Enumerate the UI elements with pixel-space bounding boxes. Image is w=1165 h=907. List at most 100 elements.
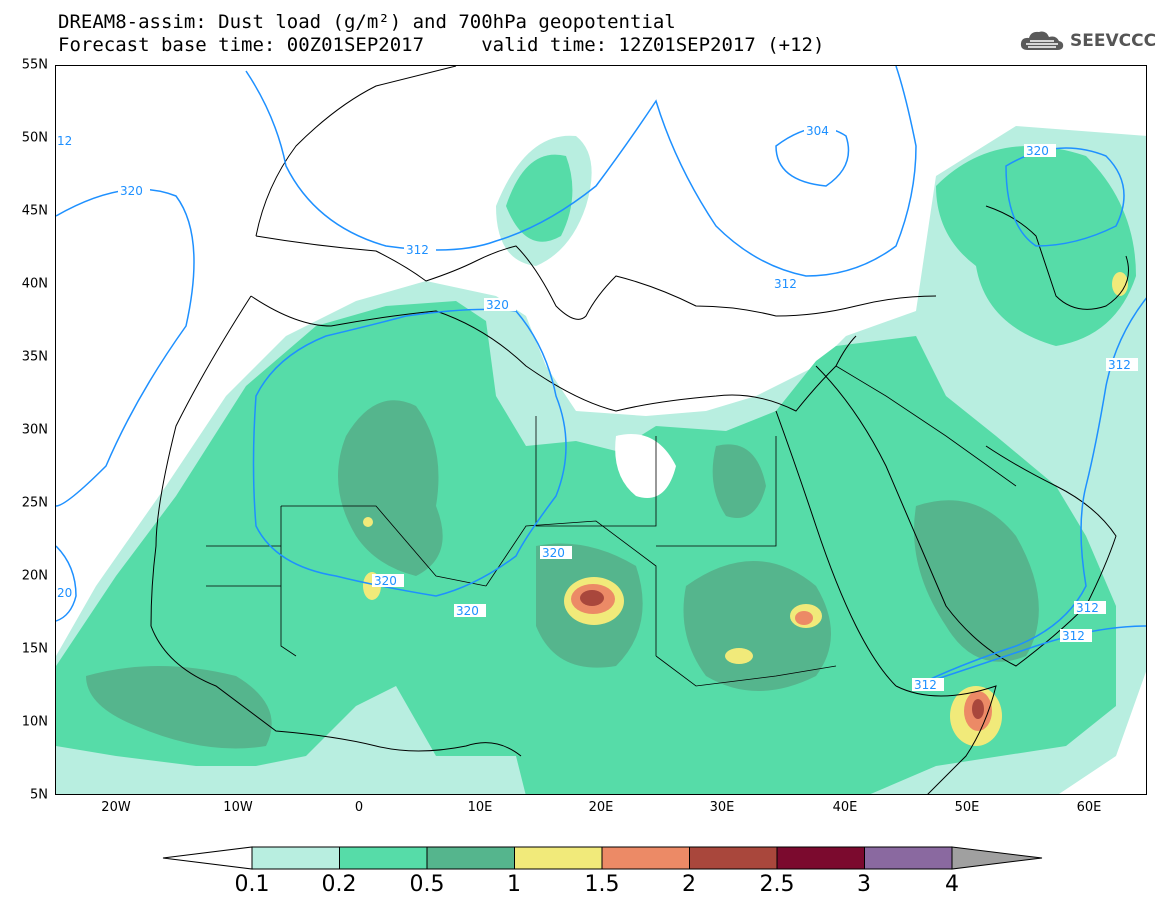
colorbar-tick-0.5: 0.5 [409, 872, 445, 897]
contour-label-312-f: 312 [914, 678, 937, 692]
contour-label-320-f: 320 [456, 604, 479, 618]
dust-area-dark-west [86, 666, 272, 749]
colorbar-over-arrow [951, 846, 1043, 870]
map-title: DREAM8-assim: Dust load (g/m²) and 700hP… [58, 11, 676, 33]
lon-label-20e: 20E [588, 800, 614, 815]
dust-hotspot-orange-2 [795, 611, 813, 625]
contour-312-north [245, 66, 917, 277]
contour-label-312-b: 312 [774, 277, 797, 291]
dust-hotspot-yellow-6 [1112, 272, 1128, 296]
border-mali [206, 545, 281, 587]
map-panel: 312 304 312 320 320 320 320 320 320 312 … [55, 65, 1147, 795]
contour-320-sahara [252, 308, 567, 597]
lat-label-5n: 5N [30, 787, 48, 803]
lon-label-50e: 50E [954, 800, 980, 815]
coastlines [150, 66, 1129, 794]
coast-red-sea [775, 410, 897, 687]
dust-area-dark-libya [712, 444, 766, 518]
lat-label-20n: 20N [21, 568, 48, 584]
colorbar-boxes [251, 846, 953, 870]
logo-text: SEEVCCC [1070, 31, 1157, 51]
colorbar-tick-3: 3 [857, 872, 871, 897]
lat-label-50n: 50N [21, 130, 48, 146]
contour-label-312-d: 312 [1076, 601, 1099, 615]
border-sahara-1 [280, 506, 297, 657]
dust-area-dark-sahara [338, 400, 443, 576]
contour-312-arabian-sea [915, 625, 1146, 687]
lat-label-45n: 45N [21, 203, 48, 219]
lon-label-60e: 60E [1076, 800, 1102, 815]
colorbar-under-arrow [162, 846, 253, 870]
colorbar-tick-0.2: 0.2 [321, 872, 357, 897]
borders [206, 365, 1017, 687]
dust-clear-area [615, 434, 676, 498]
colorbar-tick-0.1: 0.1 [234, 872, 270, 897]
contour-320-west [56, 188, 195, 507]
lat-label-40n: 40N [21, 276, 48, 292]
contour-label-320-c: 320 [1026, 144, 1049, 158]
contour-label-320-d: 320 [542, 546, 565, 560]
contour-label-320-a: 320 [120, 184, 143, 198]
contour-312-east [915, 297, 1146, 687]
lat-label-10n: 10N [21, 714, 48, 730]
dust-shading [56, 126, 1146, 794]
dust-map: 312 304 312 320 320 320 320 320 320 312 … [56, 66, 1146, 794]
lon-label-40e: 40E [832, 800, 858, 815]
dust-hotspot-yellow-7 [363, 517, 373, 527]
map-subtitle: Forecast base time: 00Z01SEP2017 valid t… [58, 34, 825, 56]
border-libya [535, 416, 657, 527]
border-sahara-2 [281, 505, 487, 587]
seevccc-logo: SEEVCCC [1018, 28, 1156, 54]
dust-area-dark-arabia [914, 500, 1039, 662]
coast-horn-africa [895, 685, 997, 794]
contour-label-304: 304 [806, 124, 829, 138]
colorbar-tick-1: 1 [507, 872, 521, 897]
cloud-logo-icon [1020, 31, 1064, 50]
contour-label-312-c: 312 [1108, 358, 1131, 372]
contour-320-caspian [1005, 147, 1125, 247]
colorbar-box-4 [601, 846, 690, 870]
contour-label-312-a: 312 [406, 243, 429, 257]
dust-hotspot-red-1 [580, 590, 604, 606]
coast-europe-south [255, 235, 937, 320]
lon-label-10e: 10E [467, 800, 493, 815]
coast-arabia [815, 365, 1117, 667]
lon-label-20w: 20W [101, 800, 131, 815]
coast-west-africa [150, 295, 522, 757]
lat-label-15n: 15N [21, 641, 48, 657]
lat-label-30n: 30N [21, 422, 48, 438]
contour-label-20: 20 [57, 586, 72, 600]
contour-label-320-b: 320 [486, 298, 509, 312]
colorbar-box-1 [339, 846, 428, 870]
colorbar-box-5 [689, 846, 778, 870]
colorbar-tick-4: 4 [945, 872, 959, 897]
colorbar-tick-2.5: 2.5 [759, 872, 795, 897]
coast-north-africa [250, 295, 857, 412]
dust-hotspot-red-2 [972, 699, 984, 719]
dust-area-medium-alps [506, 154, 573, 242]
border-sudan [655, 655, 837, 687]
colorbar-box-3 [514, 846, 603, 870]
contour-20-west [56, 545, 77, 622]
lon-label-30e: 30E [709, 800, 735, 815]
colorbar-box-7 [864, 846, 953, 870]
dust-area-dark-sudan [683, 561, 831, 691]
colorbar-box-6 [776, 846, 865, 870]
contour-label-12: 12 [57, 134, 72, 148]
contour-labels: 312 304 312 320 320 320 320 320 320 312 … [56, 124, 1138, 692]
lon-label-10w: 10W [223, 800, 253, 815]
border-sahara-4 [656, 436, 777, 547]
lat-label-55n: 55N [21, 57, 48, 73]
colorbar-box-2 [426, 846, 515, 870]
contour-label-312-e: 312 [1062, 629, 1085, 643]
coast-caspian [985, 205, 1129, 310]
border-sahara-3 [485, 520, 657, 656]
dust-hotspot-yellow-3 [725, 648, 753, 664]
lon-label-0: 0 [354, 800, 364, 815]
contour-label-320-e: 320 [374, 574, 397, 588]
lat-label-35n: 35N [21, 349, 48, 365]
colorbar-box-0 [251, 846, 340, 870]
colorbar-tick-2: 2 [682, 872, 696, 897]
border-arabia [835, 365, 1017, 487]
colorbar-tick-1.5: 1.5 [584, 872, 620, 897]
